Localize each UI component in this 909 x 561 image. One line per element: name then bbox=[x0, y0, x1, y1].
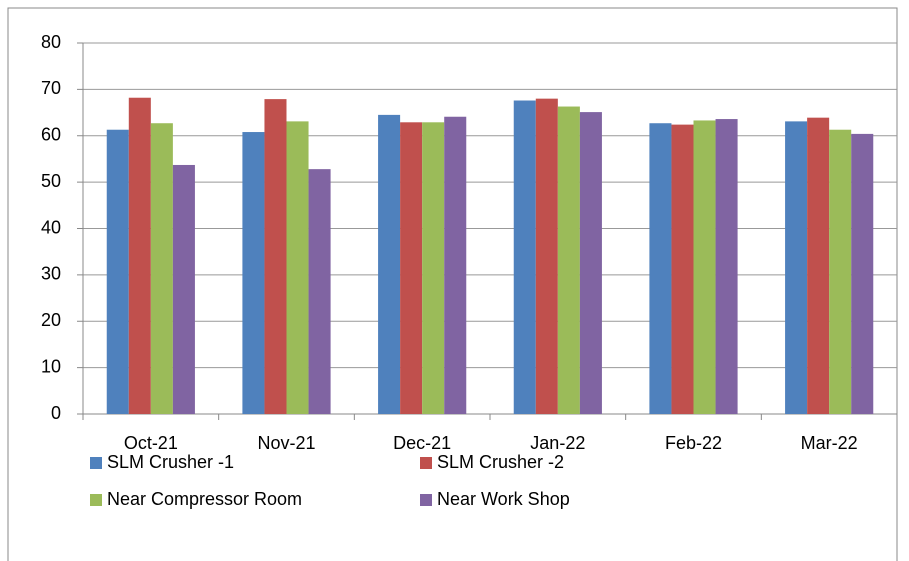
bar bbox=[106, 129, 129, 414]
y-tick-label: 10 bbox=[41, 356, 61, 376]
x-tick-label: Mar-22 bbox=[801, 433, 858, 453]
x-tick-label: Nov-21 bbox=[257, 433, 315, 453]
bar bbox=[671, 124, 694, 415]
bar bbox=[242, 132, 265, 415]
legend-swatch bbox=[90, 457, 102, 469]
legend-swatch bbox=[420, 457, 432, 469]
y-tick-label: 50 bbox=[41, 171, 61, 191]
bar bbox=[378, 114, 401, 414]
legend-label: Near Work Shop bbox=[437, 489, 570, 509]
legend-swatch bbox=[90, 494, 102, 506]
bar bbox=[422, 122, 445, 415]
bar bbox=[513, 100, 536, 414]
bar bbox=[400, 122, 423, 415]
bar bbox=[807, 117, 830, 414]
bar bbox=[150, 123, 173, 414]
chart-border bbox=[7, 7, 898, 561]
bar bbox=[444, 116, 467, 414]
bar bbox=[829, 129, 852, 414]
bar bbox=[128, 97, 151, 414]
legend-label: SLM Crusher -1 bbox=[107, 452, 234, 472]
x-tick-label: Dec-21 bbox=[393, 433, 451, 453]
bar bbox=[535, 98, 558, 415]
bar bbox=[308, 169, 331, 414]
y-tick-label: 40 bbox=[41, 217, 61, 237]
bar bbox=[785, 121, 808, 414]
y-tick-label: 20 bbox=[41, 310, 61, 330]
x-tick-label: Feb-22 bbox=[665, 433, 722, 453]
legend-label: SLM Crusher -2 bbox=[437, 452, 564, 472]
bar bbox=[715, 119, 738, 415]
y-tick-label: 70 bbox=[41, 78, 61, 98]
legend-label: Near Compressor Room bbox=[107, 489, 302, 509]
y-tick-label: 0 bbox=[51, 403, 61, 423]
bar bbox=[286, 121, 309, 414]
bar bbox=[649, 123, 672, 414]
bar bbox=[851, 133, 874, 414]
y-tick-label: 80 bbox=[41, 32, 61, 52]
bar bbox=[557, 106, 580, 414]
x-tick-label: Oct-21 bbox=[124, 433, 178, 453]
bar bbox=[693, 120, 716, 414]
y-tick-label: 30 bbox=[41, 264, 61, 284]
bar bbox=[579, 112, 602, 414]
bar bbox=[264, 99, 287, 415]
x-tick-label: Jan-22 bbox=[530, 433, 585, 453]
bar bbox=[172, 164, 195, 414]
y-tick-label: 60 bbox=[41, 125, 61, 145]
legend-swatch bbox=[420, 494, 432, 506]
